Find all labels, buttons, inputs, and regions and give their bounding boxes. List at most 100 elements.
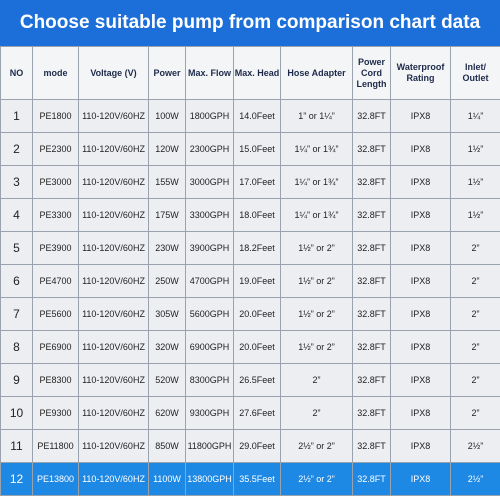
table-cell: 32.8FT [352, 231, 391, 265]
table-cell: 20.0Feet [233, 330, 281, 364]
table-cell: 7 [0, 297, 33, 331]
table-cell: 110-120V/60HZ [78, 198, 149, 232]
table-cell: 32.8FT [352, 429, 391, 463]
table-cell: IPX8 [390, 297, 451, 331]
column-header: Power [148, 46, 186, 100]
table-cell: IPX8 [390, 99, 451, 133]
title-bar: Choose suitable pump from comparison cha… [0, 0, 500, 46]
table-cell: 12 [0, 462, 33, 496]
table-cell: IPX8 [390, 429, 451, 463]
table-cell: 2” [450, 264, 500, 298]
table-cell: 2 [0, 132, 33, 166]
table-cell: 32.8FT [352, 363, 391, 397]
table-row: 7 PE5600 110-120V/60HZ 305W 5600GPH 20.0Feet 1… [0, 297, 500, 331]
table-cell: 32.8FT [352, 198, 391, 232]
table-cell: 1½” or 2” [280, 231, 353, 265]
table-cell: 230W [148, 231, 186, 265]
table-cell: 15.0Feet [233, 132, 281, 166]
table-cell: 320W [148, 330, 186, 364]
table-cell: 110-120V/60HZ [78, 330, 149, 364]
table-cell: 20.0Feet [233, 297, 281, 331]
table-cell: IPX8 [390, 396, 451, 430]
table-cell: 8 [0, 330, 33, 364]
table-cell: 2” [280, 396, 353, 430]
table-row: 6 PE4700 110-120V/60HZ 250W 4700GPH 19.0Feet 1… [0, 264, 500, 298]
table-cell: PE3900 [32, 231, 79, 265]
table-cell: 18.2Feet [233, 231, 281, 265]
table-cell: 4 [0, 198, 33, 232]
table-cell: 110-120V/60HZ [78, 363, 149, 397]
column-header: Voltage (V) [78, 46, 149, 100]
table-cell: 32.8FT [352, 330, 391, 364]
table-cell: IPX8 [390, 330, 451, 364]
table-cell: PE3300 [32, 198, 79, 232]
table-cell: 1100W [148, 462, 186, 496]
table-cell: 1¼” or 1¾” [280, 198, 353, 232]
table-cell: 1½” [450, 132, 500, 166]
table-cell: 17.0Feet [233, 165, 281, 199]
column-header: Inlet/ Outlet [450, 46, 500, 100]
column-header: mode [32, 46, 79, 100]
table-cell: 27.6Feet [233, 396, 281, 430]
table-cell: 305W [148, 297, 186, 331]
table-cell: 6900GPH [185, 330, 234, 364]
table-cell: IPX8 [390, 198, 451, 232]
table-cell: IPX8 [390, 462, 451, 496]
table-cell: 2” [450, 396, 500, 430]
table-row: 8 PE6900 110-120V/60HZ 320W 6900GPH 20.0Feet 1… [0, 330, 500, 364]
table-cell: PE4700 [32, 264, 79, 298]
table-cell: 32.8FT [352, 165, 391, 199]
table-row: 10 PE9300 110-120V/60HZ 620W 9300GPH 27.6Feet… [0, 396, 500, 430]
table-cell: 1 [0, 99, 33, 133]
table-cell: 3000GPH [185, 165, 234, 199]
table-cell: 5600GPH [185, 297, 234, 331]
table-cell: 13800GPH [185, 462, 234, 496]
table-cell: 1½” or 2” [280, 330, 353, 364]
table-cell: 32.8FT [352, 99, 391, 133]
table-cell: 1800GPH [185, 99, 234, 133]
table-cell: 6 [0, 264, 33, 298]
table-cell: 620W [148, 396, 186, 430]
table-cell: IPX8 [390, 231, 451, 265]
table-row: 3 PE3000 110-120V/60HZ 155W 3000GPH 17.0Feet 1… [0, 165, 500, 199]
table-cell: 26.5Feet [233, 363, 281, 397]
header-row: NO mode Voltage (V) Power Max. Flow Max. Head… [0, 46, 500, 100]
table-cell: 155W [148, 165, 186, 199]
table-cell: IPX8 [390, 264, 451, 298]
table-cell: 250W [148, 264, 186, 298]
table-row: 1 PE1800 110-120V/60HZ 100W 1800GPH 14.0Feet 1… [0, 99, 500, 133]
table-cell: 2” [450, 330, 500, 364]
table-cell: 32.8FT [352, 462, 391, 496]
column-header: NO [0, 46, 33, 100]
table-cell: 1¼” or 1¾” [280, 132, 353, 166]
table-cell: 1” or 1¼” [280, 99, 353, 133]
table-cell: 110-120V/60HZ [78, 462, 149, 496]
table-cell: 2½” [450, 429, 500, 463]
table-cell: 1½” or 2” [280, 297, 353, 331]
table-cell: 2½” or 2” [280, 462, 353, 496]
table-cell: 110-120V/60HZ [78, 132, 149, 166]
table-cell: PE11800 [32, 429, 79, 463]
table-row: 4 PE3300 110-120V/60HZ 175W 3300GPH 18.0Feet 1… [0, 198, 500, 232]
table-cell: 32.8FT [352, 264, 391, 298]
table-cell: 2½” or 2” [280, 429, 353, 463]
table-cell: PE9300 [32, 396, 79, 430]
table-cell: 1½” [450, 198, 500, 232]
table-cell: PE1800 [32, 99, 79, 133]
table-cell: 2” [450, 297, 500, 331]
table-cell: PE13800 [32, 462, 79, 496]
table-row: 5 PE3900 110-120V/60HZ 230W 3900GPH 18.2Feet 1… [0, 231, 500, 265]
table-cell: 110-120V/60HZ [78, 297, 149, 331]
table-cell: 18.0Feet [233, 198, 281, 232]
table-cell: 100W [148, 99, 186, 133]
table-cell: 32.8FT [352, 396, 391, 430]
table-cell: 120W [148, 132, 186, 166]
table-cell: 850W [148, 429, 186, 463]
table-cell: 9300GPH [185, 396, 234, 430]
column-header: Max. Flow [185, 46, 234, 100]
table-cell: IPX8 [390, 363, 451, 397]
table-cell: 2” [280, 363, 353, 397]
table-cell: 2300GPH [185, 132, 234, 166]
table-cell: 3 [0, 165, 33, 199]
